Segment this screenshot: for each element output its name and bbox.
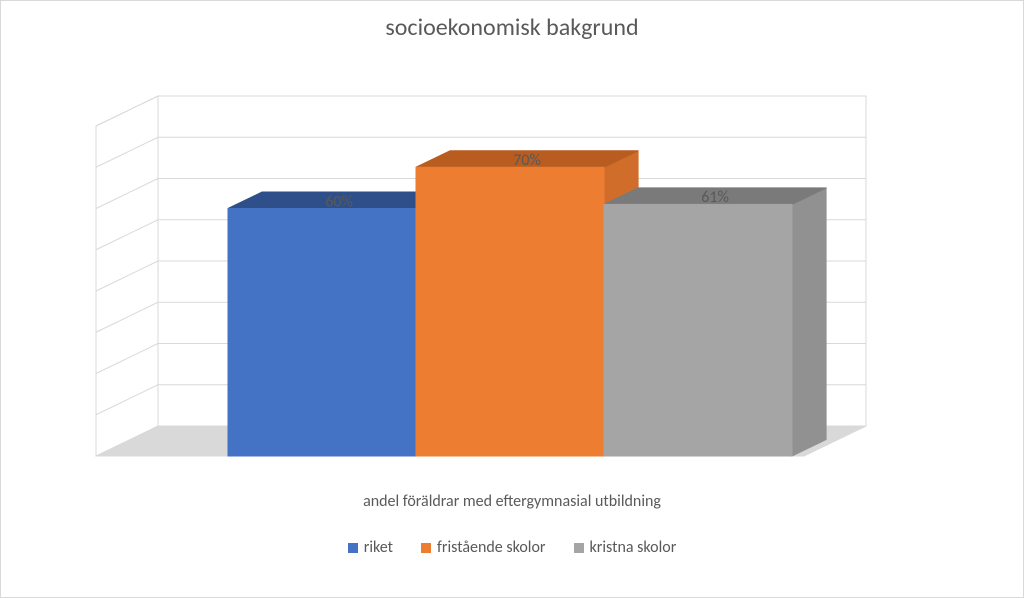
legend-label: fristående skolor <box>437 538 546 557</box>
legend-swatch <box>348 543 358 553</box>
legend-swatch <box>421 543 431 553</box>
plot-svg: 60% 70% 61% <box>96 96 866 456</box>
legend-label: kristna skolor <box>590 538 677 557</box>
legend-item-fristående-skolor: fristående skolor <box>421 538 546 557</box>
legend-item-kristna-skolor: kristna skolor <box>574 538 677 557</box>
bar-value-label: 60% <box>325 192 353 211</box>
bar-value-label: 61% <box>701 188 729 207</box>
legend-label: riket <box>364 538 393 557</box>
plot-area: 60% 70% 61% <box>96 96 866 456</box>
chart-frame: socioekonomisk bakgrund 60% 70% 61% andel … <box>0 0 1024 598</box>
legend-item-riket: riket <box>348 538 393 557</box>
chart-title: socioekonomisk bakgrund <box>1 13 1023 42</box>
x-axis-label: andel föräldrar med eftergymnasial utbil… <box>1 492 1023 511</box>
bar-kristna-skolor: 61% <box>604 188 826 456</box>
bar-value-label: 70% <box>513 151 541 170</box>
legend-swatch <box>574 543 584 553</box>
legend: riket fristående skolor kristna skolor <box>1 538 1023 557</box>
